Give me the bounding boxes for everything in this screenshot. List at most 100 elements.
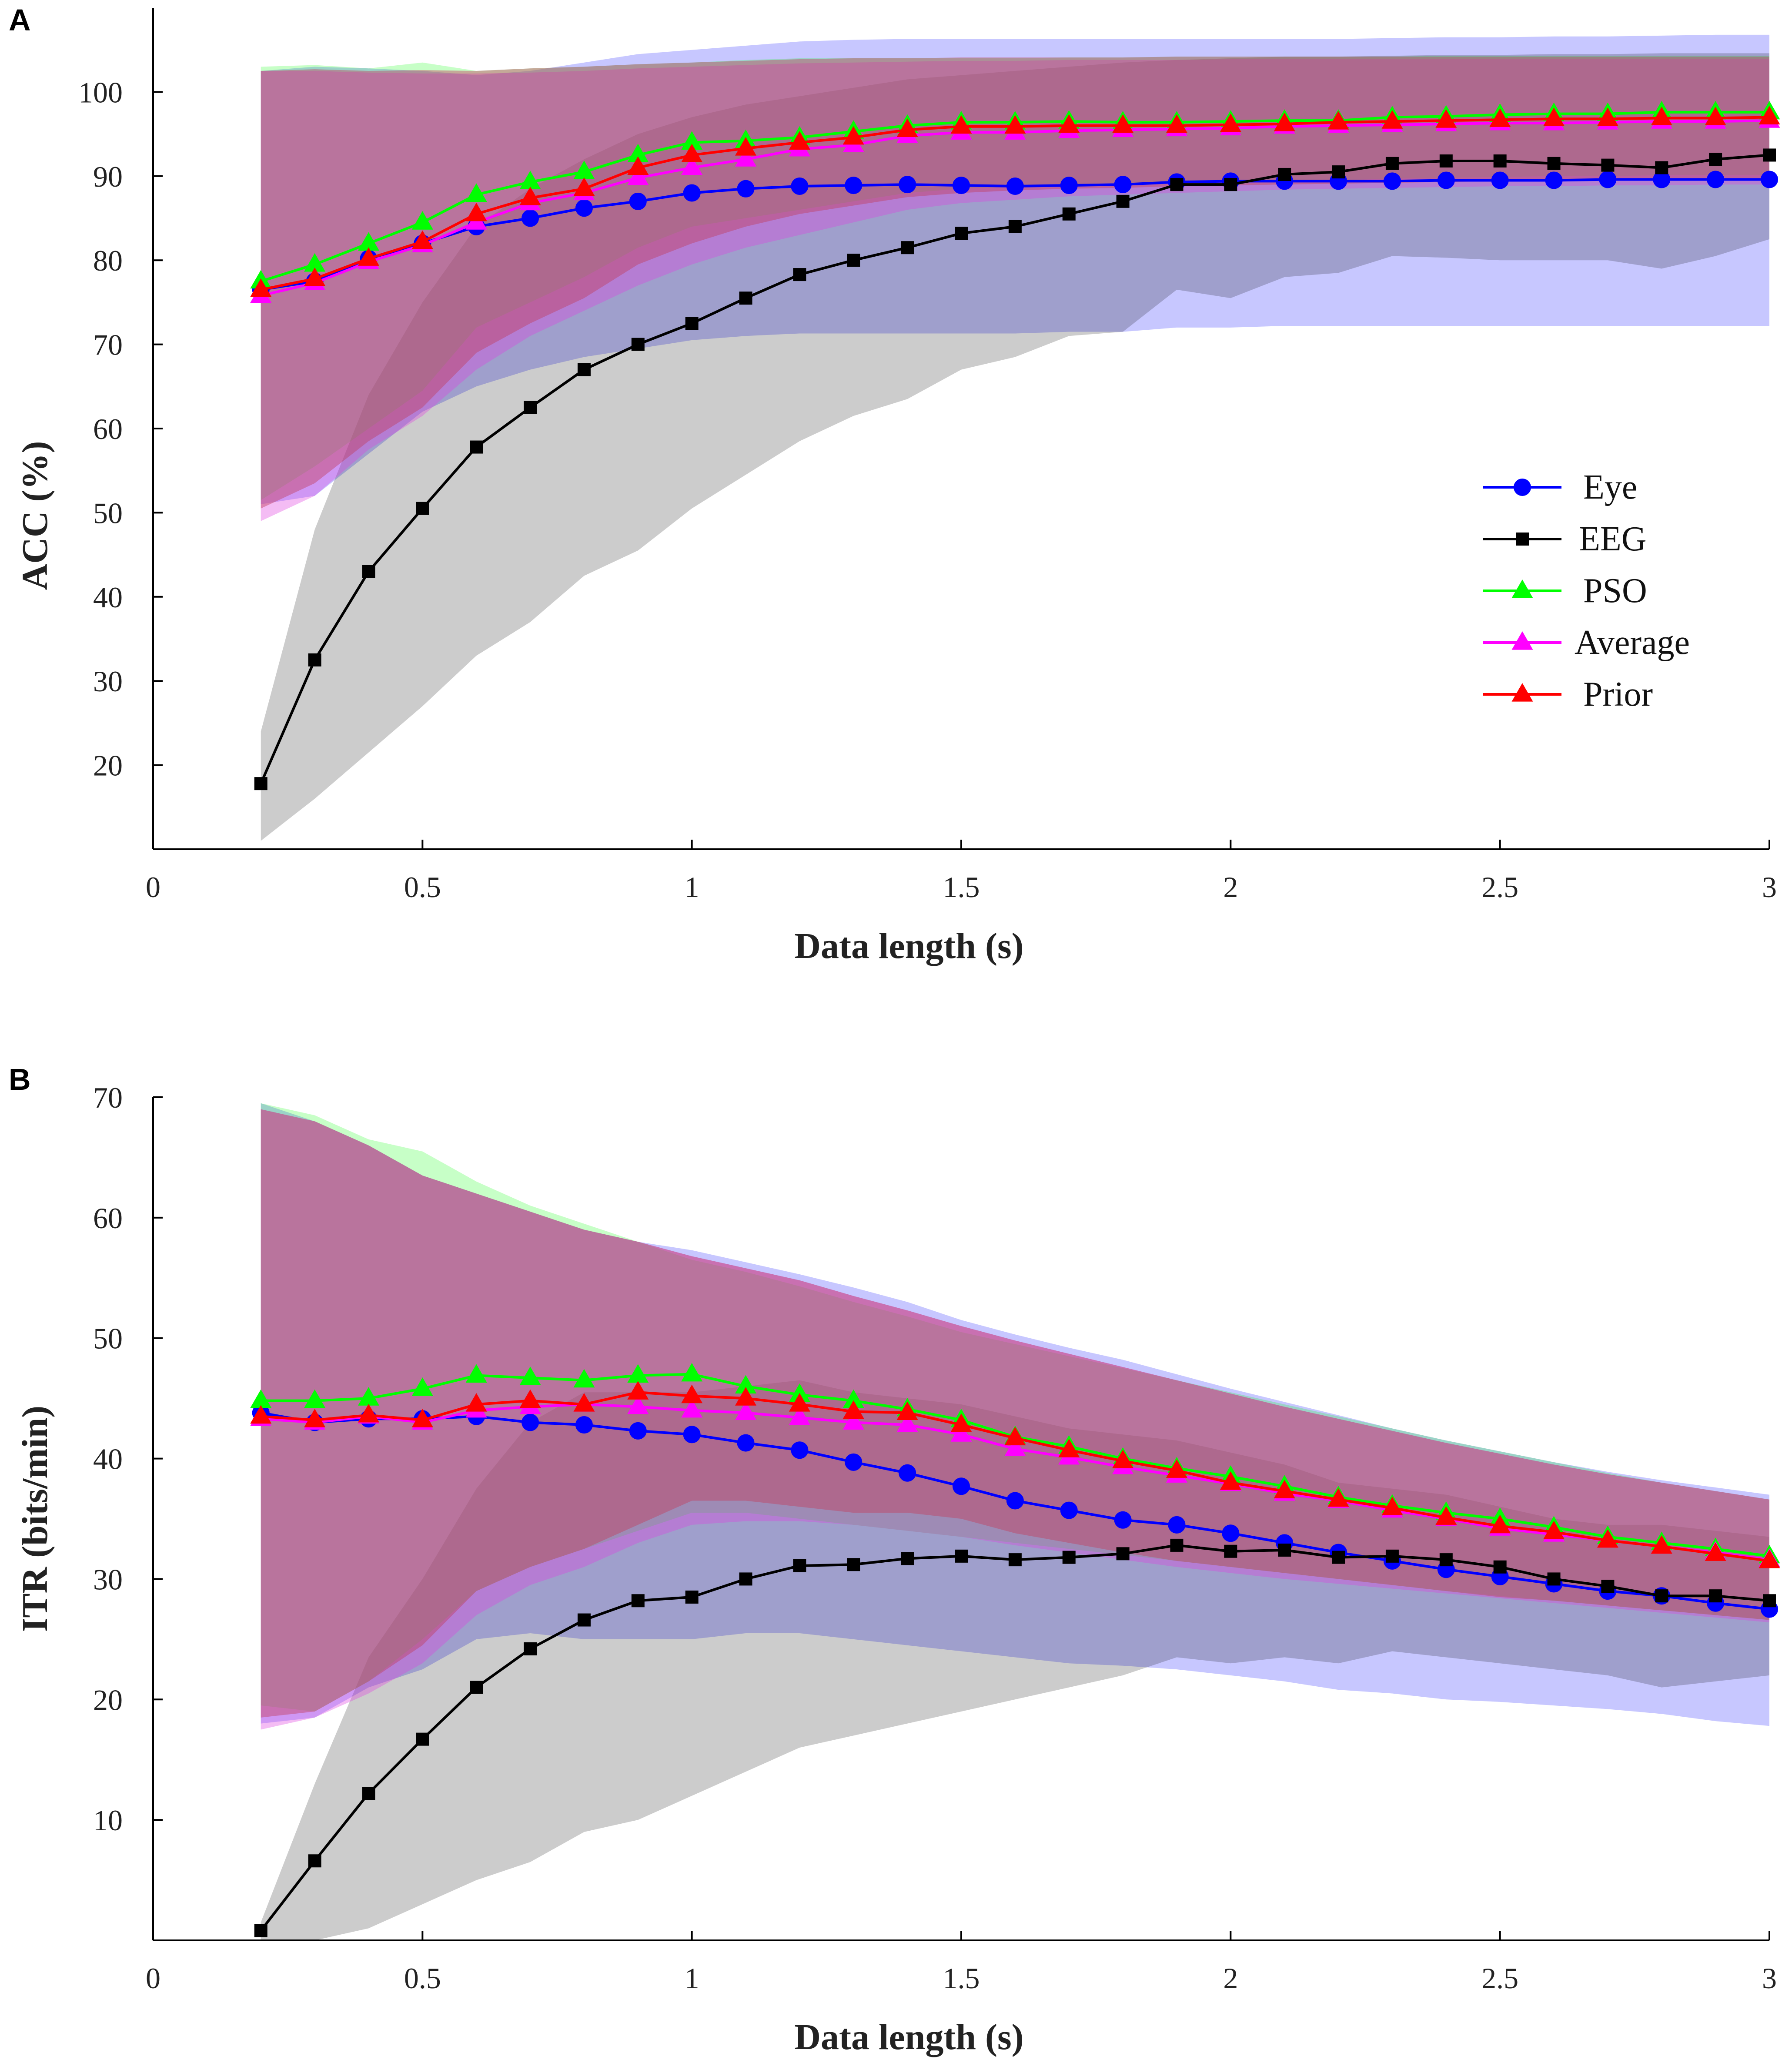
marker-prior-1-16 <box>1112 1450 1134 1468</box>
marker-eeg-0-15 <box>1062 207 1076 221</box>
marker-eye-1-15 <box>1060 1501 1078 1519</box>
marker-eeg-0-3 <box>416 502 429 515</box>
y-tick-label: 50 <box>93 1322 123 1355</box>
band-eeg <box>261 53 1769 841</box>
x-tick-label: 1 <box>685 1962 699 1995</box>
marker-eeg-1-16 <box>1116 1547 1130 1561</box>
marker-prior-0-9 <box>735 137 757 156</box>
marker-prior-0-15 <box>1058 114 1080 133</box>
marker-prior-1-19 <box>1274 1480 1295 1498</box>
marker-eye-1-9 <box>737 1434 755 1452</box>
marker-prior-0-2 <box>358 247 379 266</box>
marker-prior-1-26 <box>1651 1535 1672 1554</box>
marker-prior-0-22 <box>1435 109 1457 128</box>
marker-eye-0-24 <box>1545 171 1563 189</box>
marker-eye-0-10 <box>791 178 809 195</box>
marker-eye-0-28 <box>1761 171 1778 188</box>
marker-prior-1-11 <box>843 1400 864 1419</box>
x-tick-label: 2.5 <box>1481 1962 1518 1995</box>
marker-eeg-1-27 <box>1709 1589 1722 1603</box>
marker-pso-1-8 <box>681 1363 703 1382</box>
marker-prior-0-legend <box>1511 683 1533 702</box>
marker-eeg-0-8 <box>685 317 699 330</box>
marker-prior-1-14 <box>1004 1427 1026 1446</box>
y-tick-label: 50 <box>93 496 123 529</box>
marker-eye-0-8 <box>683 184 701 202</box>
marker-eeg-1-9 <box>739 1572 752 1586</box>
legend-label-prior: Prior <box>1583 675 1653 713</box>
marker-prior-0-24 <box>1543 107 1565 126</box>
marker-prior-1-13 <box>950 1413 972 1432</box>
marker-eeg-0-13 <box>955 227 968 240</box>
band-eye <box>261 1103 1769 1726</box>
y-tick-label: 90 <box>93 160 123 193</box>
marker-eeg-0-19 <box>1278 167 1291 181</box>
marker-average-1-7 <box>627 1395 649 1414</box>
marker-average-1-11 <box>843 1411 864 1430</box>
marker-prior-0-5 <box>519 187 541 205</box>
band-average <box>261 1109 1769 1730</box>
marker-pso-1-4 <box>465 1364 487 1383</box>
marker-eye-0-6 <box>575 199 593 217</box>
marker-prior-0-18 <box>1220 113 1241 132</box>
marker-prior-1-24 <box>1543 1521 1565 1540</box>
y-tick-label: 20 <box>93 1683 123 1716</box>
y-tick-label: 40 <box>93 1443 123 1476</box>
panel-b: B 0 0.5 1 1.5 2 2.5 3 10 20 30 40 50 60 70 Data length … <box>9 1062 1780 2057</box>
marker-pso-1-1 <box>304 1389 326 1408</box>
marker-eeg-1-4 <box>470 1681 483 1694</box>
marker-prior-0-0 <box>250 278 272 297</box>
marker-eeg-1-18 <box>1224 1544 1237 1558</box>
marker-eeg-1-6 <box>577 1613 591 1627</box>
series-eeg <box>254 148 1776 790</box>
y-tick-label: 30 <box>93 665 123 698</box>
marker-eeg-0-28 <box>1763 148 1776 162</box>
marker-average-0-9 <box>735 148 757 167</box>
marker-pso-1-3 <box>411 1377 433 1396</box>
marker-eeg-0-27 <box>1709 153 1722 166</box>
marker-eye-0-16 <box>1114 176 1132 194</box>
marker-eeg-1-21 <box>1385 1549 1399 1563</box>
marker-average-1-10 <box>789 1406 810 1425</box>
marker-prior-0-14 <box>1004 115 1026 134</box>
marker-eeg-1-13 <box>955 1549 968 1563</box>
marker-eeg-1-5 <box>524 1642 537 1656</box>
marker-eeg-1-19 <box>1278 1543 1291 1557</box>
marker-eye-1-8 <box>683 1426 701 1444</box>
marker-eeg-1-20 <box>1332 1551 1345 1564</box>
marker-prior-0-23 <box>1489 108 1511 127</box>
marker-prior-0-16 <box>1112 114 1134 133</box>
marker-eeg-0-21 <box>1385 157 1399 170</box>
marker-eeg-0-4 <box>470 440 483 454</box>
marker-eye-1-12 <box>899 1464 916 1482</box>
marker-eeg-1-14 <box>1008 1553 1022 1567</box>
marker-prior-1-27 <box>1705 1542 1726 1561</box>
y-tick-label: 60 <box>93 1202 123 1235</box>
marker-prior-1-15 <box>1058 1439 1080 1457</box>
marker-eeg-0-24 <box>1547 157 1561 170</box>
x-tick-label: 2.5 <box>1481 871 1518 904</box>
marker-eeg-0-12 <box>901 241 914 255</box>
marker-average-0-legend <box>1511 631 1533 650</box>
marker-prior-0-21 <box>1381 110 1403 129</box>
series-eeg <box>254 1538 1776 1937</box>
marker-average-1-12 <box>896 1413 918 1432</box>
marker-prior-1-25 <box>1597 1529 1618 1548</box>
x-tick-label: 1.5 <box>943 871 980 904</box>
marker-eeg-0-18 <box>1224 178 1237 191</box>
marker-average-1-9 <box>735 1401 757 1420</box>
legend-label-pso: PSO <box>1583 572 1647 610</box>
marker-average-1-13 <box>950 1423 972 1442</box>
marker-prior-1-0 <box>250 1405 272 1424</box>
marker-eye-0-13 <box>953 177 970 194</box>
panel-a: A 0 0.5 1 1.5 2 2.5 3 20 30 40 50 60 70 80 90 100 Data le… <box>9 3 1780 966</box>
y-tick-label: 10 <box>93 1804 123 1837</box>
marker-eye-0-legend <box>1514 479 1531 496</box>
marker-eeg-0-14 <box>1008 220 1022 233</box>
marker-prior-0-10 <box>789 131 810 150</box>
band-eeg <box>261 1380 1769 1940</box>
series-prior <box>250 1381 1780 1568</box>
x-axis-title: Data length (s) <box>794 2017 1023 2057</box>
marker-prior-1-21 <box>1381 1497 1403 1515</box>
